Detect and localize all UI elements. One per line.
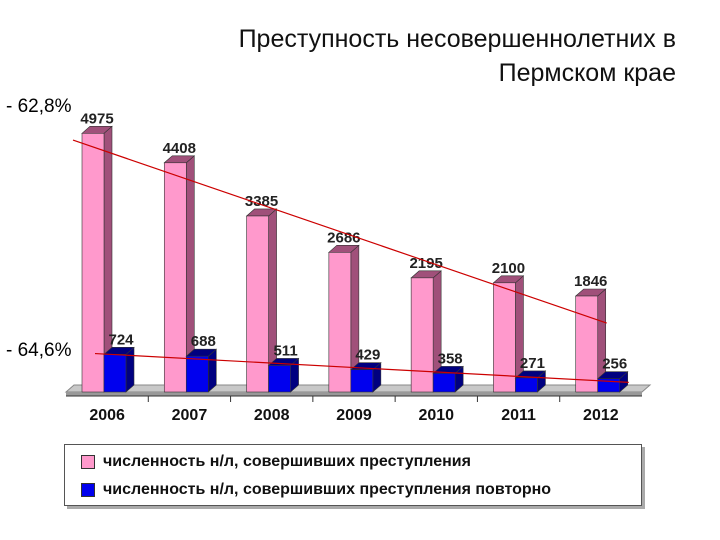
data-label-repeat: 256 — [602, 356, 627, 373]
bar-total — [246, 215, 269, 393]
chart-legend: численность н/л, совершивших преступлени… — [64, 444, 642, 506]
data-label-total: 1846 — [574, 273, 607, 290]
data-label-repeat: 724 — [108, 331, 134, 348]
trendline-repeat — [94, 352, 629, 383]
data-label-repeat: 511 — [273, 342, 297, 359]
trendline-total — [72, 139, 607, 324]
x-tick-label: 2008 — [254, 407, 290, 424]
chart-title-line-1: Преступность несовершеннолетних в — [238, 25, 676, 53]
x-tick-label: 2012 — [583, 407, 619, 424]
x-tick-label: 2007 — [172, 407, 208, 424]
data-label-total: 2686 — [327, 229, 360, 246]
legend-swatch-total — [81, 455, 95, 469]
data-label-total: 4408 — [163, 140, 196, 157]
chart-title-line-2: Пермском крае — [498, 59, 676, 87]
data-label-repeat: 688 — [191, 333, 216, 350]
bar-repeat — [103, 354, 127, 393]
bar-total — [575, 295, 599, 393]
data-label-total: 2195 — [409, 255, 442, 272]
x-tick-label: 2010 — [418, 407, 454, 424]
bar-total — [328, 252, 352, 393]
bar-chart: 4975 724 2006 4408 688 2007 3385 511 2008 2686 429… — [64, 110, 652, 424]
chart-floor-edge — [66, 392, 642, 396]
data-label-total: 4975 — [80, 110, 113, 127]
bar-repeat — [432, 373, 456, 393]
bar-repeat — [185, 355, 209, 393]
legend-swatch-repeat — [81, 483, 95, 497]
bar-total — [163, 162, 187, 393]
bar-repeat — [268, 365, 291, 393]
change-label-repeat: - 64,6% — [6, 340, 72, 361]
data-label-repeat: 358 — [438, 350, 463, 367]
legend-item-total: численность н/л, совершивших преступлени… — [81, 453, 471, 471]
bar-total — [410, 277, 434, 393]
data-label-repeat: 271 — [520, 355, 545, 372]
x-tick-label: 2011 — [501, 407, 536, 424]
data-label-repeat: 429 — [355, 347, 380, 364]
bar-repeat — [515, 377, 538, 393]
bar-repeat-side — [207, 348, 217, 393]
data-label-total: 3385 — [245, 193, 278, 210]
legend-label-total: численность н/л, совершивших преступлени… — [103, 453, 471, 470]
legend-item-repeat: численность н/л, совершивших преступлени… — [81, 481, 551, 499]
change-label-total: - 62,8% — [6, 96, 72, 117]
bar-total — [493, 282, 516, 393]
bar-repeat-side — [125, 346, 135, 393]
bar-repeat — [350, 369, 374, 393]
chart-title: Преступность несовершеннолетних в Пермск… — [116, 22, 676, 90]
data-label-total: 2100 — [492, 260, 525, 277]
bar-total — [81, 133, 105, 393]
x-tick-label: 2006 — [89, 407, 125, 424]
x-tick-label: 2009 — [336, 407, 372, 424]
legend-label-repeat: численность н/л, совершивших преступлени… — [103, 481, 552, 498]
